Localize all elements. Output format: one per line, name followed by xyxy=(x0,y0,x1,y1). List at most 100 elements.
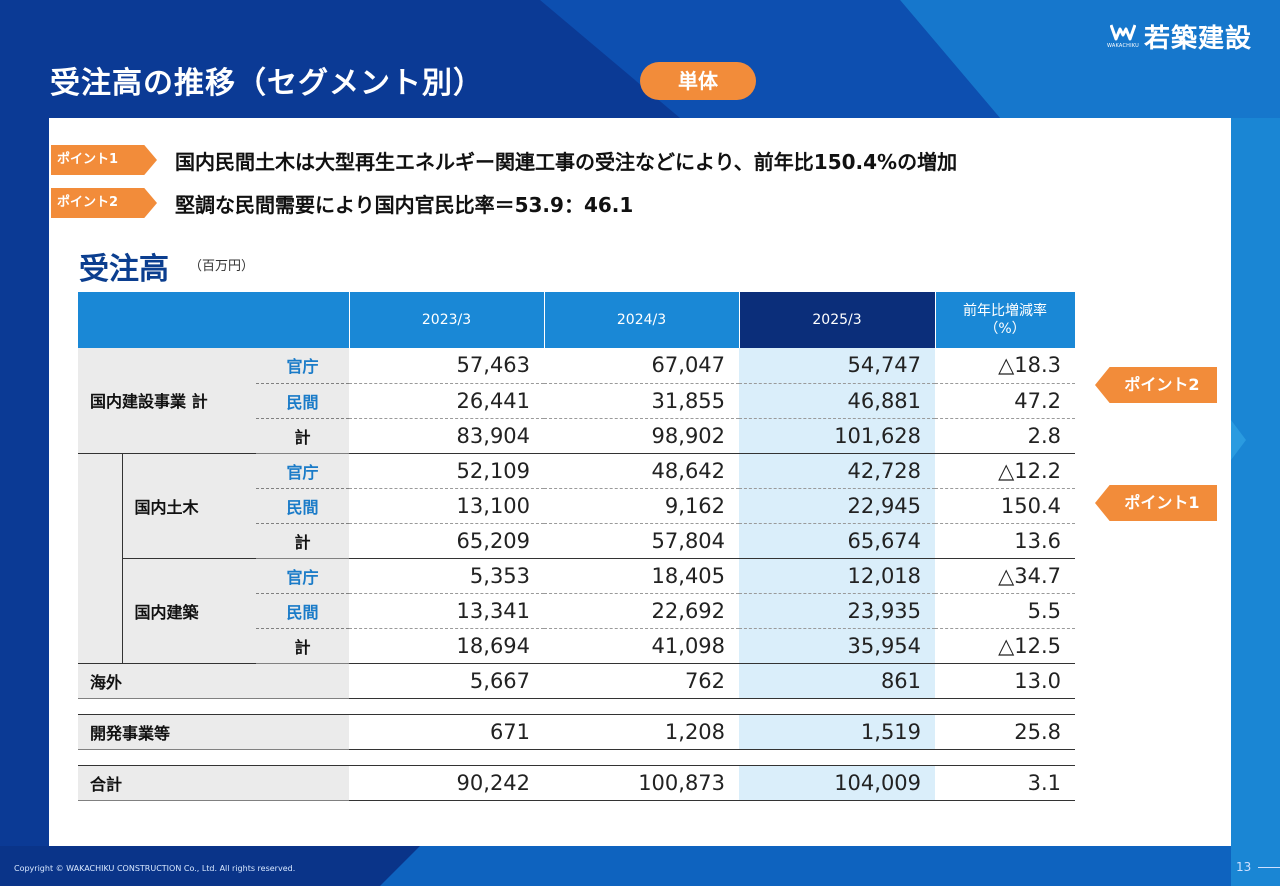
cell-yoy: 2.8 xyxy=(935,418,1076,454)
section-title: 受注高 xyxy=(79,252,169,287)
row-label-pri: 民間 xyxy=(256,593,350,629)
callout-point-2: ポイント2 xyxy=(1095,367,1217,403)
page-number-rule xyxy=(1258,867,1280,868)
indent-bracket xyxy=(78,453,123,664)
table-row: 開発事業等 671 1,208 1,519 25.8 xyxy=(78,714,1076,750)
table-spacer xyxy=(78,749,1076,766)
company-logo: WAKACHIKU 若築建設 xyxy=(1107,18,1253,55)
point-1-text: 国内民間土木は大型再生エネルギー関連工事の受注などにより、前年比150.4%の増… xyxy=(175,149,958,174)
cell-value: 18,405 xyxy=(544,558,740,594)
header-2025: 2025/3 xyxy=(739,292,936,348)
table-row: 計 83,904 98,902 101,628 2.8 xyxy=(78,418,1076,454)
row-label-gov: 官庁 xyxy=(256,558,350,594)
header-corner xyxy=(78,292,350,348)
cell-value: 5,353 xyxy=(349,558,545,594)
point-1-row: ポイント1 国内民間土木は大型再生エネルギー関連工事の受注などにより、前年比15… xyxy=(51,145,957,175)
cell-value: 57,804 xyxy=(544,523,740,559)
cell-value: 101,628 xyxy=(739,418,936,454)
table-row: 民間 13,100 9,162 22,945 150.4 xyxy=(78,488,1076,524)
cell-value: 12,018 xyxy=(739,558,936,594)
cell-value: 48,642 xyxy=(544,453,740,489)
cell-value: 57,463 xyxy=(349,348,545,384)
scope-badge: 単体 xyxy=(640,62,756,100)
row-label-pri: 民間 xyxy=(256,383,350,419)
cell-value: 65,674 xyxy=(739,523,936,559)
row-label-gov: 官庁 xyxy=(256,453,350,489)
cell-value: 90,242 xyxy=(349,765,545,801)
cell-yoy: 13.0 xyxy=(935,663,1076,699)
cell-value: 67,047 xyxy=(544,348,740,384)
row-label-total: 計 xyxy=(256,418,350,454)
table-row: 合計 90,242 100,873 104,009 3.1 xyxy=(78,765,1076,801)
cell-value: 35,954 xyxy=(739,628,936,664)
header-yoy-unit: （%） xyxy=(984,321,1026,337)
cell-value: 5,667 xyxy=(349,663,545,699)
point-2-text: 堅調な民間需要により国内官民比率＝53.9：46.1 xyxy=(175,192,634,217)
logo-mark-icon: WAKACHIKU xyxy=(1107,22,1139,52)
cell-yoy: 5.5 xyxy=(935,593,1076,629)
cell-value: 98,902 xyxy=(544,418,740,454)
cell-yoy: △34.7 xyxy=(935,558,1076,594)
table-row: 民間 26,441 31,855 46,881 47.2 xyxy=(78,383,1076,419)
cell-value: 13,100 xyxy=(349,488,545,524)
group-development: 開発事業等 xyxy=(78,714,350,750)
row-label-pri: 民間 xyxy=(256,488,350,524)
cell-value: 762 xyxy=(544,663,740,699)
table-row: 計 65,209 57,804 65,674 13.6 xyxy=(78,523,1076,559)
logo-text: 若築建設 xyxy=(1144,24,1253,54)
table-row: 計 18,694 41,098 35,954 △12.5 xyxy=(78,628,1076,664)
cell-value: 65,209 xyxy=(349,523,545,559)
cell-value: 52,109 xyxy=(349,453,545,489)
cell-value: 83,904 xyxy=(349,418,545,454)
cell-value: 671 xyxy=(349,714,545,750)
cell-value: 100,873 xyxy=(544,765,740,801)
cell-yoy: 25.8 xyxy=(935,714,1076,750)
cell-value: 54,747 xyxy=(739,348,936,384)
cell-value: 104,009 xyxy=(739,765,936,801)
page-title: 受注高の推移（セグメント別） xyxy=(50,66,484,101)
cell-yoy: 3.1 xyxy=(935,765,1076,801)
page-number: 13 xyxy=(1236,860,1252,874)
cell-value: 1,208 xyxy=(544,714,740,750)
cell-value: 13,341 xyxy=(349,593,545,629)
point-1-tag: ポイント1 xyxy=(51,145,157,175)
cell-value: 861 xyxy=(739,663,936,699)
cell-value: 31,855 xyxy=(544,383,740,419)
cell-value: 41,098 xyxy=(544,628,740,664)
table-row: 国内土木 官庁 52,109 48,642 42,728 △12.2 xyxy=(78,453,1076,664)
table-row: 国内建築 官庁 5,353 18,405 12,018 △34.7 xyxy=(78,558,1076,664)
cell-value: 1,519 xyxy=(739,714,936,750)
callout-point-1: ポイント1 xyxy=(1095,485,1217,521)
cell-yoy: △12.2 xyxy=(935,453,1076,489)
cell-yoy: △12.5 xyxy=(935,628,1076,664)
row-label-total: 計 xyxy=(256,523,350,559)
cell-value: 46,881 xyxy=(739,383,936,419)
cell-yoy: 150.4 xyxy=(935,488,1076,524)
table-row: 民間 13,341 22,692 23,935 5.5 xyxy=(78,593,1076,629)
group-civil: 国内土木 xyxy=(122,453,256,559)
cell-yoy: 13.6 xyxy=(935,523,1076,559)
header-2023: 2023/3 xyxy=(349,292,545,348)
cell-yoy: △18.3 xyxy=(935,348,1076,384)
cell-value: 22,692 xyxy=(544,593,740,629)
row-label-gov: 官庁 xyxy=(256,348,350,384)
table-row: 海外 5,667 762 861 13.0 xyxy=(78,663,1076,699)
header-yoy: 前年比増減率 （%） xyxy=(935,292,1076,348)
cell-value: 42,728 xyxy=(739,453,936,489)
header-yoy-label: 前年比増減率 xyxy=(963,303,1048,319)
logo-subtext: WAKACHIKU xyxy=(1107,42,1139,49)
header-2024: 2024/3 xyxy=(544,292,740,348)
table-spacer xyxy=(78,698,1076,715)
table-row: 国内建設事業 計 官庁 57,463 67,047 54,747 △18.3 xyxy=(78,348,1076,454)
group-domestic: 国内建設事業 計 xyxy=(78,348,256,454)
point-2-row: ポイント2 堅調な民間需要により国内官民比率＝53.9：46.1 xyxy=(51,188,633,218)
cell-value: 9,162 xyxy=(544,488,740,524)
cell-yoy: 47.2 xyxy=(935,383,1076,419)
cell-value: 22,945 xyxy=(739,488,936,524)
table-header-row: 2023/3 2024/3 2025/3 前年比増減率 （%） xyxy=(78,292,1076,348)
row-label-total: 計 xyxy=(256,628,350,664)
point-2-tag: ポイント2 xyxy=(51,188,157,218)
cell-value: 26,441 xyxy=(349,383,545,419)
copyright-text: Copyright © WAKACHIKU CONSTRUCTION Co., … xyxy=(14,864,296,873)
group-overseas: 海外 xyxy=(78,663,350,699)
